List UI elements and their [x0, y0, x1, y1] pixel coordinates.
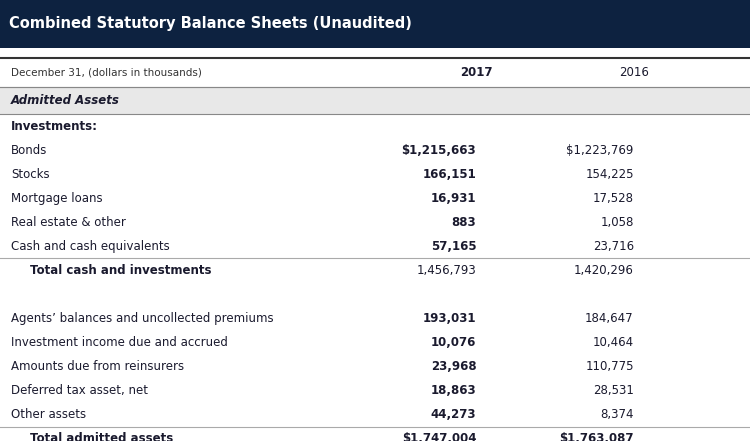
Text: 184,647: 184,647 [585, 312, 634, 325]
Text: 2016: 2016 [619, 66, 649, 79]
Text: $1,763,087: $1,763,087 [560, 432, 634, 441]
Text: Amounts due from reinsurers: Amounts due from reinsurers [11, 360, 184, 373]
Text: 883: 883 [452, 216, 476, 229]
Text: Stocks: Stocks [11, 168, 50, 181]
Text: 44,273: 44,273 [430, 408, 476, 421]
Text: 8,374: 8,374 [600, 408, 634, 421]
Text: 2017: 2017 [460, 66, 493, 79]
Text: Mortgage loans: Mortgage loans [11, 192, 103, 205]
Text: 1,456,793: 1,456,793 [416, 264, 476, 277]
Text: 23,716: 23,716 [592, 240, 634, 253]
Text: Investment income due and accrued: Investment income due and accrued [11, 336, 228, 349]
Text: 110,775: 110,775 [585, 360, 634, 373]
Text: 17,528: 17,528 [592, 192, 634, 205]
Text: 16,931: 16,931 [430, 192, 476, 205]
FancyBboxPatch shape [0, 87, 750, 114]
Text: 1,420,296: 1,420,296 [574, 264, 634, 277]
Text: Cash and cash equivalents: Cash and cash equivalents [11, 240, 170, 253]
Text: Real estate & other: Real estate & other [11, 216, 126, 229]
Text: $1,223,769: $1,223,769 [566, 144, 634, 157]
Text: 193,031: 193,031 [423, 312, 476, 325]
Text: 10,076: 10,076 [430, 336, 476, 349]
Text: Bonds: Bonds [11, 144, 48, 157]
Text: 1,058: 1,058 [600, 216, 634, 229]
Text: Total cash and investments: Total cash and investments [30, 264, 211, 277]
Text: 18,863: 18,863 [430, 384, 476, 397]
Text: Total admitted assets: Total admitted assets [30, 432, 173, 441]
Text: $1,215,663: $1,215,663 [402, 144, 476, 157]
Text: 23,968: 23,968 [430, 360, 476, 373]
Text: Other assets: Other assets [11, 408, 86, 421]
Text: 28,531: 28,531 [592, 384, 634, 397]
Text: Agents’ balances and uncollected premiums: Agents’ balances and uncollected premium… [11, 312, 274, 325]
Text: 10,464: 10,464 [592, 336, 634, 349]
FancyBboxPatch shape [0, 0, 750, 48]
Text: 166,151: 166,151 [422, 168, 476, 181]
Text: Admitted Assets: Admitted Assets [11, 94, 120, 107]
Text: 154,225: 154,225 [585, 168, 634, 181]
Text: December 31, (dollars in thousands): December 31, (dollars in thousands) [11, 67, 202, 78]
Text: Investments:: Investments: [11, 120, 98, 133]
Text: 57,165: 57,165 [430, 240, 476, 253]
Text: Deferred tax asset, net: Deferred tax asset, net [11, 384, 148, 397]
Text: Combined Statutory Balance Sheets (Unaudited): Combined Statutory Balance Sheets (Unaud… [9, 16, 412, 31]
Text: $1,747,004: $1,747,004 [402, 432, 476, 441]
